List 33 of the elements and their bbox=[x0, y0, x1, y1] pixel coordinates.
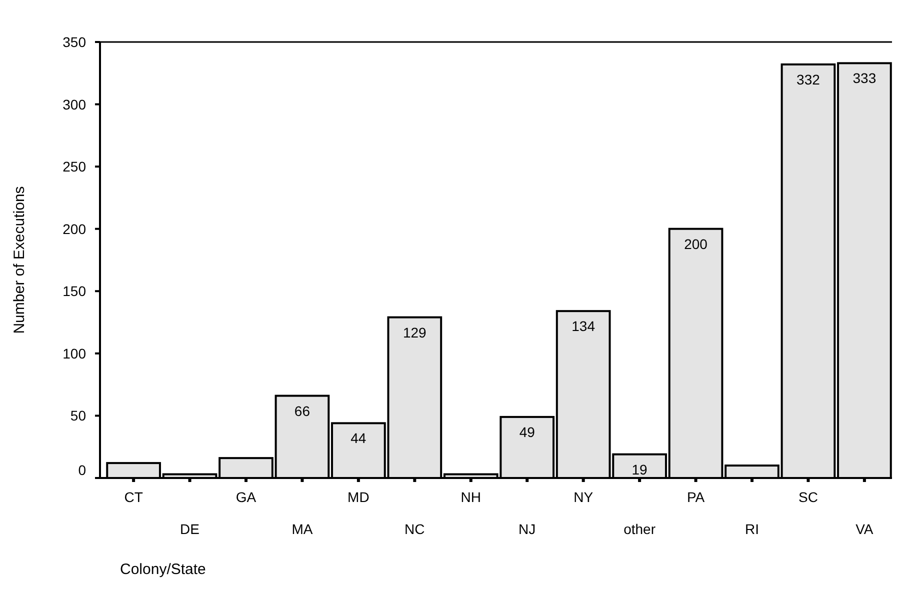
x-tick-label: RI bbox=[745, 521, 760, 537]
y-tick-label: 0 bbox=[78, 462, 86, 478]
data-label: 134 bbox=[572, 318, 596, 334]
x-tick-label: MD bbox=[348, 489, 370, 505]
data-label: 332 bbox=[796, 71, 820, 88]
data-label: 129 bbox=[402, 324, 427, 340]
y-tick-label: 250 bbox=[62, 158, 86, 175]
data-label: 44 bbox=[350, 430, 366, 446]
data-label: 66 bbox=[294, 402, 310, 419]
x-tick-label: SC bbox=[798, 489, 818, 505]
x-tick-label: PA bbox=[686, 489, 706, 505]
x-tick-label: DE bbox=[180, 521, 200, 537]
y-axis-title: Number of Executions bbox=[11, 186, 28, 334]
x-axis-title: Colony/State bbox=[120, 561, 206, 578]
x-tick-label: NJ bbox=[518, 521, 536, 537]
x-tick-label: CT bbox=[124, 489, 144, 505]
x-tick-label: GA bbox=[236, 489, 257, 505]
y-tick-label: 150 bbox=[62, 283, 86, 300]
data-label: 333 bbox=[852, 70, 876, 86]
x-tick-label: other bbox=[624, 521, 656, 537]
x-tick-label: NC bbox=[404, 521, 425, 537]
y-tick-label: 350 bbox=[62, 34, 86, 50]
data-label: 200 bbox=[684, 236, 708, 252]
y-tick-label: 50 bbox=[70, 408, 86, 424]
x-tick-label: VA bbox=[856, 521, 874, 537]
x-tick-label: NY bbox=[574, 489, 594, 505]
data-label: 19 bbox=[632, 461, 648, 478]
y-tick-label: 300 bbox=[62, 96, 86, 112]
y-tick-label: 200 bbox=[62, 220, 86, 237]
data-label: 49 bbox=[519, 424, 536, 440]
x-tick-label: MA bbox=[292, 521, 314, 537]
y-tick-label: 100 bbox=[62, 345, 86, 362]
x-tick-label: NH bbox=[460, 489, 482, 505]
